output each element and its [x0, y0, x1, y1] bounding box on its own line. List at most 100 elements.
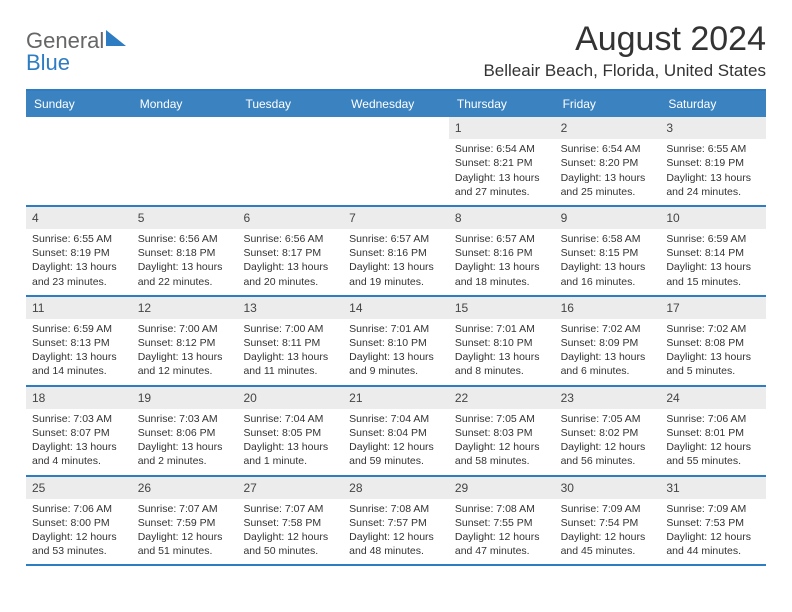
day-number: 4	[26, 207, 132, 229]
sunrise-line: Sunrise: 7:05 AM	[455, 412, 549, 426]
calendar-day: 2Sunrise: 6:54 AMSunset: 8:20 PMDaylight…	[555, 117, 661, 205]
sunset-line: Sunset: 8:04 PM	[349, 426, 443, 440]
daylight-line: Daylight: 13 hours and 27 minutes.	[455, 171, 549, 199]
sunset-line: Sunset: 8:17 PM	[243, 246, 337, 260]
daylight-line: Daylight: 12 hours and 45 minutes.	[561, 530, 655, 558]
sunset-line: Sunset: 8:06 PM	[138, 426, 232, 440]
calendar-day-empty: 0	[237, 117, 343, 205]
sunset-line: Sunset: 7:58 PM	[243, 516, 337, 530]
day-number: 7	[343, 207, 449, 229]
sunset-line: Sunset: 8:09 PM	[561, 336, 655, 350]
calendar-day-empty: 0	[132, 117, 238, 205]
sunrise-line: Sunrise: 7:03 AM	[32, 412, 126, 426]
day-header: Wednesday	[343, 91, 449, 117]
day-number: 3	[660, 117, 766, 139]
daylight-line: Daylight: 12 hours and 50 minutes.	[243, 530, 337, 558]
sunrise-line: Sunrise: 6:55 AM	[666, 142, 760, 156]
day-number: 27	[237, 477, 343, 499]
sunset-line: Sunset: 8:20 PM	[561, 156, 655, 170]
sunset-line: Sunset: 8:16 PM	[455, 246, 549, 260]
day-body: Sunrise: 6:56 AMSunset: 8:17 PMDaylight:…	[237, 229, 343, 295]
calendar-day: 16Sunrise: 7:02 AMSunset: 8:09 PMDayligh…	[555, 297, 661, 385]
calendar-day: 14Sunrise: 7:01 AMSunset: 8:10 PMDayligh…	[343, 297, 449, 385]
day-body: Sunrise: 6:55 AMSunset: 8:19 PMDaylight:…	[26, 229, 132, 295]
day-number: 5	[132, 207, 238, 229]
daylight-line: Daylight: 12 hours and 55 minutes.	[666, 440, 760, 468]
sunrise-line: Sunrise: 6:56 AM	[243, 232, 337, 246]
day-body: Sunrise: 7:02 AMSunset: 8:08 PMDaylight:…	[660, 319, 766, 385]
sunrise-line: Sunrise: 7:03 AM	[138, 412, 232, 426]
sunset-line: Sunset: 8:10 PM	[455, 336, 549, 350]
sunset-line: Sunset: 8:13 PM	[32, 336, 126, 350]
day-number: 22	[449, 387, 555, 409]
sunset-line: Sunset: 8:10 PM	[349, 336, 443, 350]
calendar-day: 31Sunrise: 7:09 AMSunset: 7:53 PMDayligh…	[660, 477, 766, 565]
sunrise-line: Sunrise: 6:54 AM	[455, 142, 549, 156]
daylight-line: Daylight: 13 hours and 11 minutes.	[243, 350, 337, 378]
day-body: Sunrise: 6:54 AMSunset: 8:20 PMDaylight:…	[555, 139, 661, 205]
day-number: 10	[660, 207, 766, 229]
sunrise-line: Sunrise: 7:09 AM	[561, 502, 655, 516]
day-body: Sunrise: 7:03 AMSunset: 8:07 PMDaylight:…	[26, 409, 132, 475]
day-number: 29	[449, 477, 555, 499]
daylight-line: Daylight: 12 hours and 48 minutes.	[349, 530, 443, 558]
day-number: 16	[555, 297, 661, 319]
header: General Blue August 2024 Belleair Beach,…	[26, 20, 766, 81]
day-number: 21	[343, 387, 449, 409]
sunset-line: Sunset: 8:21 PM	[455, 156, 549, 170]
sunrise-line: Sunrise: 7:04 AM	[243, 412, 337, 426]
sunrise-line: Sunrise: 6:56 AM	[138, 232, 232, 246]
day-body: Sunrise: 7:07 AMSunset: 7:59 PMDaylight:…	[132, 499, 238, 565]
sunrise-line: Sunrise: 7:02 AM	[666, 322, 760, 336]
day-body: Sunrise: 6:58 AMSunset: 8:15 PMDaylight:…	[555, 229, 661, 295]
calendar-day: 19Sunrise: 7:03 AMSunset: 8:06 PMDayligh…	[132, 387, 238, 475]
sunset-line: Sunset: 7:57 PM	[349, 516, 443, 530]
day-number: 15	[449, 297, 555, 319]
daylight-line: Daylight: 13 hours and 23 minutes.	[32, 260, 126, 288]
sunset-line: Sunset: 7:59 PM	[138, 516, 232, 530]
day-number: 8	[449, 207, 555, 229]
calendar-day: 21 Sunrise: 7:04 AMSunset: 8:04 PMDayligh…	[343, 387, 449, 475]
calendar-day: 8Sunrise: 6:57 AMSunset: 8:16 PMDaylight…	[449, 207, 555, 295]
sunset-line: Sunset: 8:15 PM	[561, 246, 655, 260]
calendar-day: 18Sunrise: 7:03 AMSunset: 8:07 PMDayligh…	[26, 387, 132, 475]
calendar-day-empty: 0	[26, 117, 132, 205]
calendar-day: 27Sunrise: 7:07 AMSunset: 7:58 PMDayligh…	[237, 477, 343, 565]
logo-word-blue: Blue	[26, 50, 70, 75]
sunset-line: Sunset: 8:16 PM	[349, 246, 443, 260]
day-number: 13	[237, 297, 343, 319]
day-body: Sunrise: 7:00 AMSunset: 8:12 PMDaylight:…	[132, 319, 238, 385]
daylight-line: Daylight: 13 hours and 6 minutes.	[561, 350, 655, 378]
sunset-line: Sunset: 8:19 PM	[32, 246, 126, 260]
day-number: 30	[555, 477, 661, 499]
day-number: 19	[132, 387, 238, 409]
day-number: 1	[449, 117, 555, 139]
calendar-day: 3Sunrise: 6:55 AMSunset: 8:19 PMDaylight…	[660, 117, 766, 205]
sunrise-line: Sunrise: 7:04 AM	[349, 412, 443, 426]
day-number: 17	[660, 297, 766, 319]
logo-sail-icon	[106, 30, 128, 52]
daylight-line: Daylight: 13 hours and 19 minutes.	[349, 260, 443, 288]
day-body: Sunrise: 6:57 AMSunset: 8:16 PMDaylight:…	[449, 229, 555, 295]
calendar-day: 30Sunrise: 7:09 AMSunset: 7:54 PMDayligh…	[555, 477, 661, 565]
daylight-line: Daylight: 12 hours and 56 minutes.	[561, 440, 655, 468]
sunrise-line: Sunrise: 7:05 AM	[561, 412, 655, 426]
calendar-day: 28Sunrise: 7:08 AMSunset: 7:57 PMDayligh…	[343, 477, 449, 565]
calendar-day: 20Sunrise: 7:04 AMSunset: 8:05 PMDayligh…	[237, 387, 343, 475]
daylight-line: Daylight: 13 hours and 15 minutes.	[666, 260, 760, 288]
day-body: Sunrise: 7:09 AMSunset: 7:54 PMDaylight:…	[555, 499, 661, 565]
daylight-line: Daylight: 13 hours and 8 minutes.	[455, 350, 549, 378]
day-body: Sunrise: 7:08 AMSunset: 7:57 PMDaylight:…	[343, 499, 449, 565]
calendar-week: 25Sunrise: 7:06 AMSunset: 8:00 PMDayligh…	[26, 477, 766, 567]
calendar-week: 4Sunrise: 6:55 AMSunset: 8:19 PMDaylight…	[26, 207, 766, 297]
calendar-week: 11Sunrise: 6:59 AMSunset: 8:13 PMDayligh…	[26, 297, 766, 387]
calendar-day: 9Sunrise: 6:58 AMSunset: 8:15 PMDaylight…	[555, 207, 661, 295]
day-body: Sunrise: 7:02 AMSunset: 8:09 PMDaylight:…	[555, 319, 661, 385]
daylight-line: Daylight: 12 hours and 59 minutes.	[349, 440, 443, 468]
daylight-line: Daylight: 13 hours and 20 minutes.	[243, 260, 337, 288]
day-number: 6	[237, 207, 343, 229]
sunset-line: Sunset: 7:54 PM	[561, 516, 655, 530]
calendar-week: 00001Sunrise: 6:54 AMSunset: 8:21 PMDayl…	[26, 117, 766, 207]
day-body	[26, 139, 132, 148]
sunset-line: Sunset: 7:53 PM	[666, 516, 760, 530]
